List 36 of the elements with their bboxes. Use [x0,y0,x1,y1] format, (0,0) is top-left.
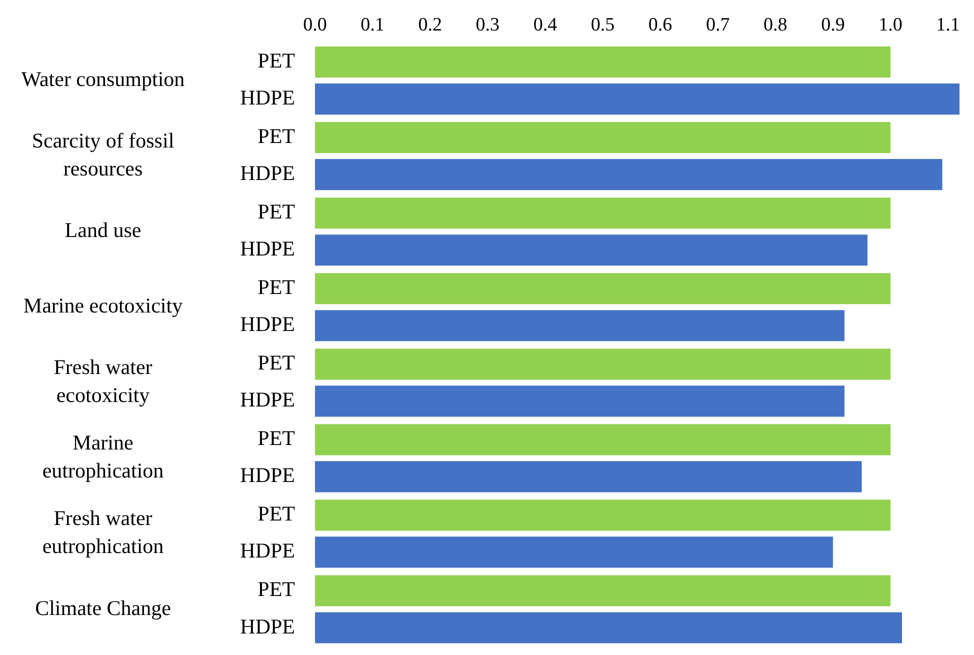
y-tick-label: Water consumption [21,67,186,92]
x-tick-label: 0.3 [476,14,500,36]
text: PET [258,200,295,224]
x-tick-label: 0.2 [418,14,442,36]
x-tick-label: 1.0 [878,14,902,36]
text: HDPE [240,312,295,336]
text: PET [258,577,295,602]
y-tick-label: Scarcity of fossil resources [32,128,174,181]
text: PET [258,124,295,148]
y-tick-label: Marine ecotoxicity [23,294,184,318]
x-tick-label: 0.1 [360,14,384,36]
text: PET [258,350,295,375]
y-tick-label: Fresh water ecotoxicity [54,355,152,408]
x-tick-label: 0.9 [821,14,845,36]
x-tick-label: 0.5 [590,14,615,36]
x-tick-label: 0.8 [764,14,788,36]
text: PET [258,502,295,526]
y-tick-label: Land use [64,218,142,242]
text: HDPE [240,538,295,563]
y-tick-label: Climate Change [35,596,171,620]
x-tick-label: 1.1 [936,14,960,36]
y-tick-label: Marine eutrophication [42,430,164,483]
text: HDPE [240,614,295,638]
text: HDPE [240,236,295,261]
text: HDPE [240,463,295,488]
text: HDPE [240,388,295,412]
text: HDPE [240,161,295,186]
y-tick-label: Fresh water eutrophication [42,506,164,558]
series-label: PET [258,48,296,73]
x-tick-label: 0.7 [706,14,730,36]
text: PET [258,426,295,450]
x-tick-label: 0.6 [648,14,672,36]
text: PET [258,275,295,300]
x-tick-label: 0.4 [533,14,558,36]
series-label: HDPE [240,86,295,110]
x-tick-label: 0.0 [303,14,327,36]
